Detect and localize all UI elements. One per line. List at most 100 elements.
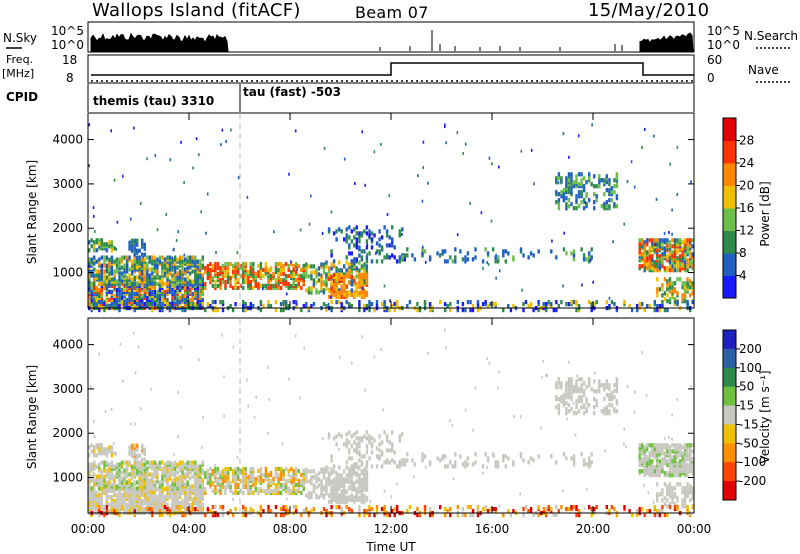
heatmap-cell [577, 399, 581, 404]
heatmap-cell [138, 476, 141, 481]
heatmap-cell [365, 509, 369, 514]
heatmap-cell [191, 279, 194, 284]
heatmap-cell [310, 475, 313, 480]
heatmap-cell [466, 456, 470, 461]
heatmap-cell [689, 260, 692, 265]
heatmap-cell [689, 443, 692, 448]
heatmap-cell [171, 295, 174, 300]
heatmap-cell [653, 134, 655, 138]
heatmap-cell [178, 295, 182, 300]
heatmap-cell [388, 448, 391, 453]
heatmap-cell [513, 415, 515, 418]
heatmap-cell [584, 201, 587, 204]
heatmap-cell [355, 446, 358, 451]
heatmap-cell [416, 302, 419, 307]
heatmap-cell [211, 283, 215, 288]
heatmap-cell [338, 276, 341, 281]
heatmap-cell [330, 262, 333, 267]
heatmap-cell [348, 495, 351, 500]
heatmap-cell [365, 272, 369, 277]
heatmap-cell [130, 217, 132, 221]
heatmap-cell [577, 509, 581, 514]
heatmap-cell [653, 260, 656, 265]
heatmap-cell [322, 270, 326, 275]
heatmap-cell [186, 490, 189, 495]
heatmap-cell [153, 488, 157, 493]
heatmap-cell [327, 272, 331, 277]
heatmap-cell [171, 494, 174, 499]
heatmap-cell [605, 188, 608, 193]
heatmap-cell [353, 260, 356, 265]
heatmap-cell [350, 280, 353, 285]
heatmap-cell [686, 482, 689, 487]
heatmap-cell [100, 242, 103, 247]
heatmap-cell [327, 475, 331, 480]
heatmap-cell [383, 225, 386, 230]
heatmap-cell [98, 462, 101, 467]
heatmap-cell [95, 259, 98, 264]
heatmap-cell [108, 303, 111, 308]
heatmap-cell [292, 486, 295, 492]
heatmap-cell [330, 454, 333, 459]
heatmap-cell [345, 260, 348, 265]
heatmap-cell [653, 308, 656, 313]
heatmap-cell [355, 442, 358, 447]
heatmap-cell [168, 267, 172, 272]
heatmap-cell [194, 255, 197, 260]
heatmap-cell [689, 490, 692, 495]
heatmap-cell [259, 513, 263, 518]
heatmap-cell [368, 505, 371, 510]
heatmap-cell [388, 460, 391, 465]
heatmap-cell [686, 238, 689, 243]
heatmap-cell [378, 243, 381, 248]
heatmap-cell [143, 447, 146, 452]
heatmap-cell [257, 281, 260, 287]
heatmap-cell [633, 185, 636, 189]
heatmap-cell [638, 250, 641, 255]
heatmap-cell [532, 458, 535, 463]
heatmap-cell [671, 486, 674, 491]
heatmap-cell [595, 300, 598, 305]
heatmap-cell [308, 222, 311, 226]
heatmap-cell [343, 292, 346, 297]
heatmap-cell [143, 492, 146, 497]
heatmap-cell [98, 238, 101, 243]
heatmap-cell [661, 443, 664, 448]
heatmap-cell [322, 262, 326, 267]
heatmap-cell [216, 308, 220, 313]
heatmap-cell [151, 464, 154, 469]
heatmap-cell [345, 460, 348, 465]
heatmap-cell [411, 253, 414, 258]
heatmap-cell [158, 484, 162, 489]
heatmap-cell [365, 477, 369, 482]
heatmap-cell [277, 466, 280, 472]
heatmap-cell [353, 483, 356, 488]
heatmap-cell [363, 288, 366, 293]
heatmap-cell [148, 486, 151, 491]
heatmap-cell [284, 484, 288, 490]
heatmap-cell [492, 247, 495, 252]
heatmap-cell [305, 262, 308, 267]
heatmap-cell [292, 281, 295, 287]
heatmap-cell [676, 193, 679, 196]
heatmap-cell [171, 257, 174, 262]
heatmap-cell [158, 509, 162, 514]
heatmap-cell [234, 466, 237, 472]
heatmap-cell [206, 263, 210, 269]
heatmap-cell [277, 261, 280, 267]
heatmap-cell [321, 232, 324, 235]
heatmap-cell [656, 308, 659, 313]
heatmap-cell [325, 465, 328, 470]
heatmap-cell [272, 476, 275, 482]
heatmap-cell [449, 308, 452, 313]
heatmap-cell [368, 308, 371, 313]
heatmap-cell [595, 389, 598, 394]
heatmap-cell [648, 238, 651, 243]
heatmap-cell [146, 271, 149, 276]
heatmap-cell [143, 242, 146, 247]
heatmap-cell [439, 458, 442, 463]
heatmap-cell [338, 227, 341, 232]
heatmap-cell [338, 356, 341, 359]
heatmap-cell [570, 383, 573, 388]
heatmap-cell [105, 275, 109, 280]
